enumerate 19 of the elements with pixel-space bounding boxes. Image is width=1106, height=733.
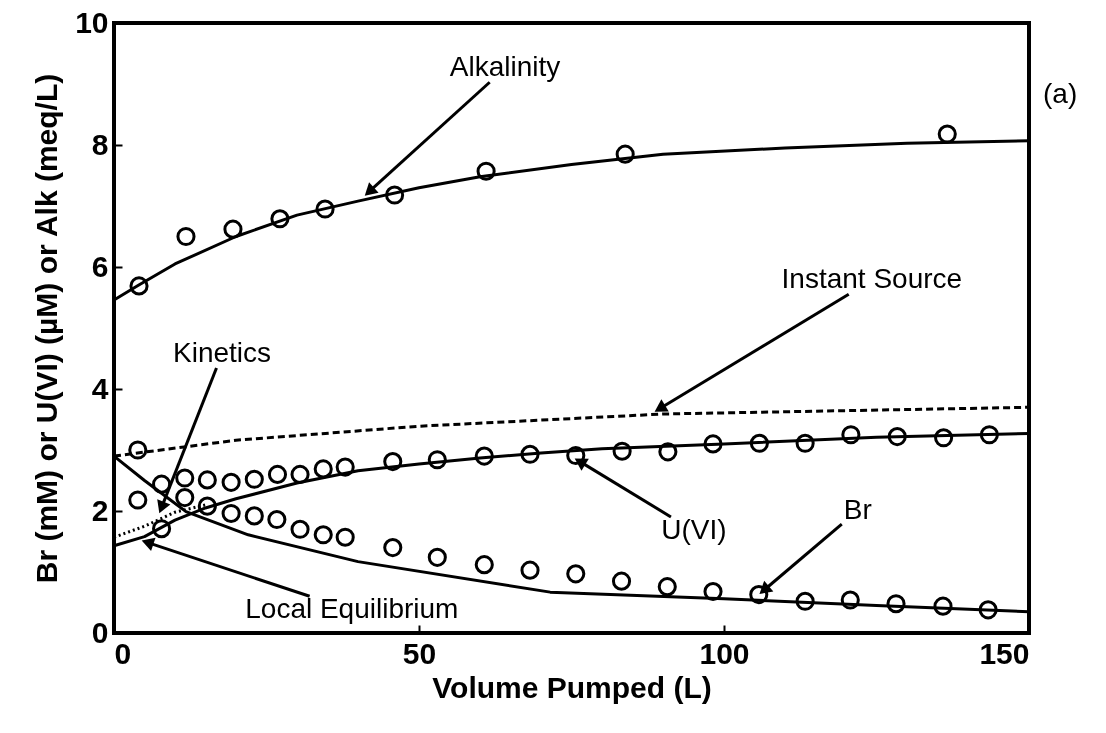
annotation: Kinetics	[172, 337, 272, 368]
y-tick-label: 4	[91, 371, 109, 405]
y-tick-label: 6	[91, 249, 109, 283]
annotation: U(VI)	[661, 513, 727, 545]
annotation: Local Equilibrium	[245, 593, 459, 625]
x-tick-label: 100	[699, 636, 750, 670]
y-axis-title: Br (mM) or U(VI) (µM) or Alk (meq/L)	[30, 73, 64, 584]
x-tick-label: 50	[402, 636, 437, 670]
annotation: Alkalinity	[449, 51, 561, 83]
y-tick-label: 0	[91, 615, 109, 649]
x-axis-title: Volume Pumped (L)	[432, 670, 712, 704]
y-tick-label: 10	[75, 5, 109, 39]
annotation: Br	[843, 493, 872, 525]
y-tick-label: 8	[91, 127, 109, 161]
y-tick-label: 2	[91, 493, 109, 527]
text: (a)	[1043, 78, 1078, 110]
x-tick-label: 150	[979, 636, 1030, 670]
x-tick-label: 0	[114, 636, 132, 670]
annotation: Instant Source	[781, 263, 963, 295]
